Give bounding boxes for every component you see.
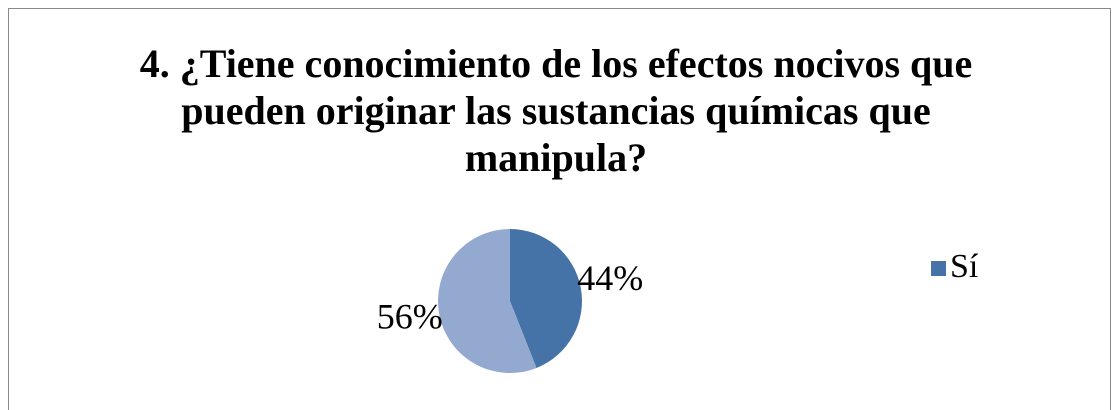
- legend-swatch: [931, 261, 946, 276]
- pie-slice: [437, 229, 537, 373]
- data-label: 56%: [377, 296, 443, 336]
- chart-title: 4. ¿Tiene conocimiento de los efectos no…: [139, 41, 973, 180]
- chart-frame: [8, 8, 1111, 410]
- legend-label: Sí: [950, 248, 979, 285]
- data-label: 44%: [577, 258, 643, 298]
- pie-slice: [510, 229, 582, 368]
